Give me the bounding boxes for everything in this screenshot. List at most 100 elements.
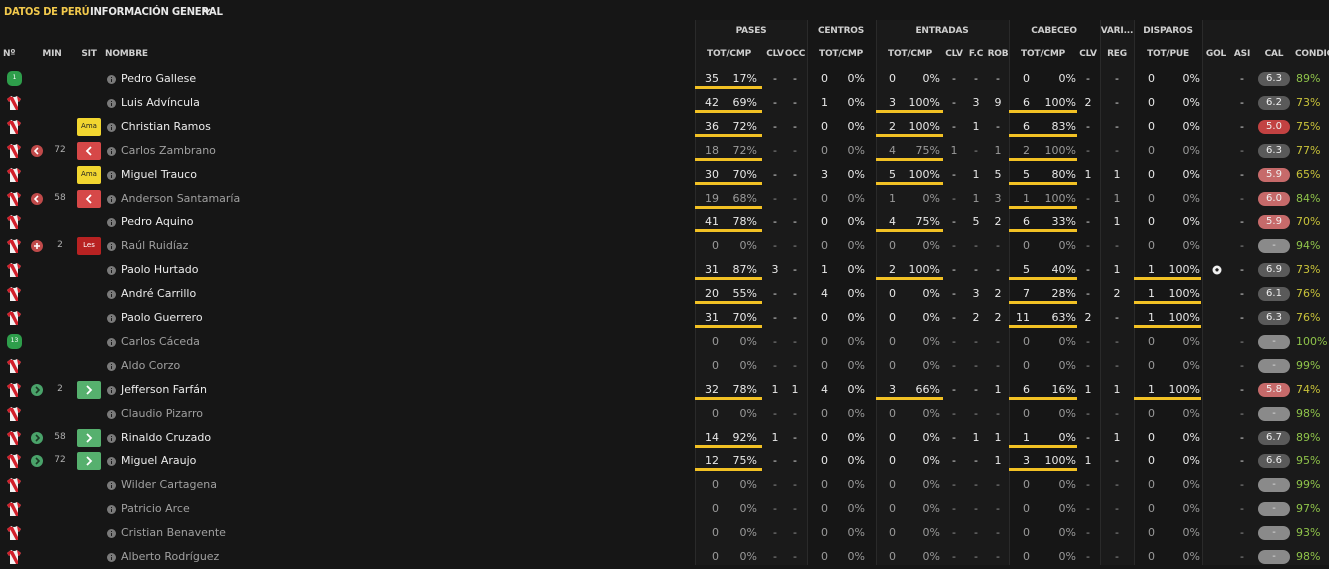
- table-row[interactable]: Patricio Arce 0 0% - -0 0% 0 0% - - -0 0% - -0 0% - -97%: [0, 497, 1329, 521]
- info-icon[interactable]: [107, 290, 116, 300]
- cabeceo-clv: 1: [1084, 382, 1092, 396]
- pases-clv: -: [773, 191, 777, 205]
- player-name[interactable]: Christian Ramos: [121, 119, 211, 133]
- info-icon[interactable]: [107, 194, 116, 204]
- info-icon[interactable]: [107, 75, 116, 84]
- player-name[interactable]: Raúl Ruidíaz: [121, 239, 189, 253]
- table-row[interactable]: Pedro Aquino 41 78% - -0 0% 4 75% -5 2 6 33% -1 0 0% -5…: [0, 210, 1329, 234]
- info-icon[interactable]: [107, 146, 116, 156]
- info-icon[interactable]: [107, 385, 116, 395]
- info-icon[interactable]: [107, 266, 116, 276]
- table-row[interactable]: 2 Les Raúl Ruidíaz 0 0% - -0 0% 0 0% - - -0 0% - -0 0% - -…: [0, 234, 1329, 258]
- info-icon[interactable]: [107, 122, 116, 132]
- player-name[interactable]: Carlos Zambrano: [121, 143, 216, 157]
- pases-clv: -: [773, 502, 777, 516]
- player-name[interactable]: Jefferson Farfán: [121, 382, 207, 396]
- table-row[interactable]: Ama Miguel Trauco 30 70% - -3 0% 5 100% -1 5 5 80% 1 1…: [0, 163, 1329, 187]
- player-name[interactable]: Paolo Hurtado: [121, 263, 199, 277]
- player-name[interactable]: Carlos Cáceda: [121, 334, 200, 348]
- col-header-pases-occ[interactable]: OCC: [784, 49, 806, 59]
- centros-pct: 0%: [847, 334, 865, 348]
- info-icon[interactable]: [107, 98, 116, 108]
- info-icon[interactable]: [107, 505, 116, 515]
- info-icon[interactable]: [107, 409, 116, 419]
- disparos-pct: 0%: [1182, 526, 1200, 540]
- col-header-gol[interactable]: GOL: [1205, 49, 1227, 59]
- chevron-left-icon: [85, 146, 92, 156]
- info-icon[interactable]: [107, 337, 116, 347]
- table-row[interactable]: André Carrillo 20 55% - -4 0% 0 0% -3 2 7 28% -2 1 100…: [0, 282, 1329, 306]
- col-header-pases-clv[interactable]: CLV: [766, 49, 784, 59]
- col-header-cond[interactable]: CONDIC: [1295, 49, 1329, 59]
- table-row[interactable]: 58 Anderson Santamaría 19 68% - -0 0% 1 0% -1 3 1 10…: [0, 187, 1329, 211]
- col-header-centros-tot[interactable]: TOT/CMP: [819, 49, 863, 59]
- col-header-entradas-rob[interactable]: ROB: [987, 49, 1009, 59]
- col-header-cabeceo-clv[interactable]: CLV: [1079, 49, 1097, 59]
- table-row[interactable]: 1 Pedro Gallese 35 17% - -0 0% 0 0% - - -0 0% - -0 0% -6…: [0, 67, 1329, 91]
- info-icon[interactable]: [107, 218, 116, 228]
- table-row[interactable]: Ama Christian Ramos 36 72% - -0 0% 2 100% -1-6 83%…: [0, 115, 1329, 139]
- col-header-entradas-tot[interactable]: TOT/CMP: [888, 49, 932, 59]
- varios-reg: -: [1115, 502, 1119, 516]
- col-header-varios-reg[interactable]: REG: [1107, 49, 1127, 59]
- player-name[interactable]: Patricio Arce: [121, 502, 190, 516]
- table-row[interactable]: 58 Rinaldo Cruzado 14 92% 1-0 0% 0 0% -1 1 1 0% -1 0 0…: [0, 426, 1329, 450]
- info-icon[interactable]: [107, 481, 116, 491]
- info-icon[interactable]: [107, 529, 116, 539]
- condition-value: 73%: [1296, 263, 1321, 277]
- info-icon[interactable]: [107, 242, 116, 252]
- condition-value: 93%: [1296, 526, 1321, 540]
- centros-pct: 0%: [847, 526, 865, 540]
- table-row[interactable]: 72 Miguel Araujo 12 75% - -0 0% 0 0% - -1 3 100% 1-0 0…: [0, 449, 1329, 473]
- player-name[interactable]: Luis Advíncula: [121, 95, 200, 109]
- info-icon[interactable]: [107, 457, 116, 467]
- player-name[interactable]: Anderson Santamaría: [121, 191, 241, 205]
- table-row[interactable]: Luis Advíncula 42 69% - -1 0% 3 100% -3 9 6 100% 2-0…: [0, 91, 1329, 115]
- col-header-asi[interactable]: ASI: [1233, 49, 1251, 59]
- centros-pct: 0%: [847, 382, 865, 396]
- chevron-down-icon[interactable]: [202, 6, 212, 16]
- condition-value: 97%: [1296, 502, 1321, 516]
- player-name[interactable]: Alberto Rodríguez: [121, 550, 220, 563]
- player-name[interactable]: Pedro Aquino: [121, 215, 194, 229]
- entradas-fc: 3: [972, 287, 980, 301]
- player-name[interactable]: Paolo Guerrero: [121, 311, 203, 324]
- table-row[interactable]: Paolo Hurtado 31 87% 3-1 0% 2 100% - - -5 40% -1 1 10…: [0, 258, 1329, 282]
- col-header-entradas-clv[interactable]: CLV: [945, 49, 963, 59]
- col-header-nombre[interactable]: NOMBRE: [105, 49, 148, 59]
- col-header-pases-tot[interactable]: TOT/CMP: [707, 49, 751, 59]
- disparos-pct: 0%: [1182, 454, 1200, 468]
- info-icon[interactable]: [107, 314, 116, 323]
- info-icon[interactable]: [107, 553, 116, 562]
- col-header-cal[interactable]: CAL: [1264, 49, 1284, 59]
- table-row[interactable]: 2 Jefferson Farfán 32 78% 1 1 4 0% 3 66% - -1 6 16% 1 1…: [0, 378, 1329, 402]
- pases-occ: -: [793, 143, 797, 157]
- player-name[interactable]: Miguel Trauco: [121, 167, 197, 181]
- player-name[interactable]: Claudio Pizarro: [121, 406, 204, 420]
- info-icon[interactable]: [107, 170, 116, 180]
- info-icon[interactable]: [107, 361, 116, 371]
- player-name[interactable]: Miguel Araujo: [121, 454, 197, 468]
- col-header-disparos-tot[interactable]: TOT/PUE: [1147, 49, 1189, 59]
- table-row[interactable]: Claudio Pizarro 0 0% - -0 0% 0 0% - - -0 0% - -0 0% - -9…: [0, 402, 1329, 426]
- player-name[interactable]: Rinaldo Cruzado: [121, 430, 212, 444]
- col-header-sit[interactable]: SIT: [81, 49, 97, 59]
- player-name[interactable]: Wilder Cartagena: [121, 478, 217, 492]
- col-header-min[interactable]: MIN: [42, 49, 62, 59]
- player-name[interactable]: Pedro Gallese: [121, 72, 197, 85]
- player-name[interactable]: Cristian Benavente: [121, 526, 226, 540]
- table-row[interactable]: 13 Carlos Cáceda 0 0% - -0 0% 0 0% - - -0 0% - -0 0% - -1…: [0, 330, 1329, 354]
- player-name[interactable]: Aldo Corzo: [121, 358, 181, 372]
- player-name[interactable]: André Carrillo: [121, 287, 197, 301]
- col-header-cabeceo-tot[interactable]: TOT/CMP: [1021, 49, 1065, 59]
- table-row[interactable]: Aldo Corzo 0 0% - -0 0% 0 0% - - -0 0% - -0 0% - -99%: [0, 354, 1329, 378]
- info-icon[interactable]: [107, 433, 116, 443]
- view-dropdown[interactable]: INFORMACIÓN GENERAL: [90, 5, 234, 18]
- col-header-entradas-fc[interactable]: F.C: [968, 49, 984, 59]
- table-row[interactable]: Cristian Benavente 0 0% - -0 0% 0 0% - - -0 0% - -0 0%…: [0, 521, 1329, 545]
- table-row[interactable]: Paolo Guerrero 31 70% - -0 0% 0 0% -2 2 11 63% 2-1 10…: [0, 306, 1329, 330]
- table-row[interactable]: Alberto Rodríguez 0 0% - -0 0% 0 0% - - -0 0% - -0 0% -…: [0, 545, 1329, 569]
- table-row[interactable]: 72 Carlos Zambrano 18 72% - -0 0% 4 75% 1-1 2 100% -…: [0, 139, 1329, 163]
- table-row[interactable]: Wilder Cartagena 0 0% - -0 0% 0 0% - - -0 0% - -0 0% - -…: [0, 473, 1329, 497]
- col-header-num[interactable]: Nº: [3, 49, 16, 59]
